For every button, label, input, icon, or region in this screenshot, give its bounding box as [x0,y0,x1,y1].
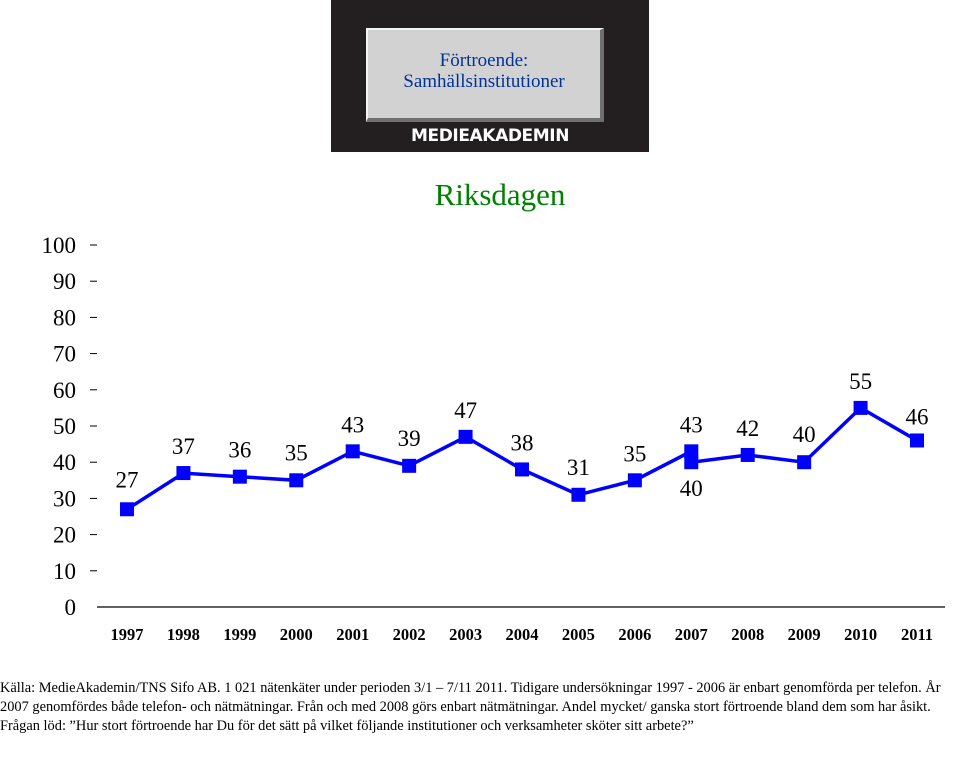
y-tick-label: 90 [53,269,76,294]
y-tick-label: 100 [42,233,77,258]
x-tick-label: 2006 [618,625,651,644]
x-tick-label: 2001 [336,625,369,644]
x-tick-label: 2000 [280,625,313,644]
data-label: 40 [680,476,703,501]
data-point [289,473,304,488]
data-point [458,429,473,444]
x-tick-label: 2005 [562,625,595,644]
data-label: 43 [341,412,364,437]
x-tick-label: 2008 [731,625,764,644]
data-point [176,466,191,481]
data-label: 27 [116,467,139,492]
x-tick-label: 2004 [506,625,539,644]
y-tick-label: 70 [53,342,76,367]
data-label: 35 [623,441,646,466]
data-point [515,462,529,477]
x-tick-label: 2003 [449,625,482,644]
data-label: 46 [906,404,929,429]
data-point [402,458,417,473]
data-point [853,400,868,415]
y-tick-label: 60 [53,378,76,403]
data-point [571,487,586,502]
data-label: 40 [793,422,816,447]
x-tick-label: 2009 [788,625,821,644]
x-tick-label: 2002 [393,625,426,644]
data-point [797,455,812,470]
x-tick-label: 1999 [223,625,256,644]
y-tick-label: 50 [53,414,76,439]
data-point [910,433,924,448]
logo-title: Förtroende: Samhällsinstitutioner [403,50,565,92]
data-label: 31 [567,455,590,480]
data-point [684,444,699,459]
y-tick-label: 10 [53,559,76,584]
y-tick-label: 30 [53,486,76,511]
y-tick-label: 80 [53,305,76,330]
data-label: 47 [454,398,477,423]
data-label: 55 [849,369,872,394]
x-tick-label: 2007 [675,625,708,644]
logo-panel: Förtroende: Samhällsinstitutioner [366,28,604,122]
data-point [627,473,642,488]
data-label: 39 [398,426,421,451]
data-label: 37 [172,434,195,459]
x-tick-label: 1998 [167,625,200,644]
data-label: 35 [285,440,308,465]
chart-title: Riksdagen [434,177,566,212]
source-note: Källa: MedieAkademin/TNS Sifo AB. 1 021 … [0,680,941,734]
x-tick-label: 2010 [844,625,877,644]
data-label: 43 [680,412,703,437]
logo-brand: MEDIEAKADEMIN [410,126,570,146]
data-label: 42 [736,416,759,441]
data-point [345,444,360,459]
line-chart: 0 10 20 30 40 50 60 70 80 90 100 1997 1998 1999 2000 20… [42,233,945,644]
x-tick-label: 1997 [111,625,144,644]
y-tick-label: 40 [53,450,76,475]
data-label: 38 [511,430,534,455]
data-label: 36 [228,438,251,463]
y-tick-label: 0 [65,595,77,620]
data-point [232,469,247,484]
series-line [126,405,918,511]
x-tick-label: 2011 [901,625,933,644]
y-tick-label: 20 [53,523,76,548]
data-point [740,447,755,462]
data-point [120,502,134,517]
data-point [684,455,699,470]
logo-box: Förtroende: Samhällsinstitutioner MEDIEA… [331,0,649,152]
